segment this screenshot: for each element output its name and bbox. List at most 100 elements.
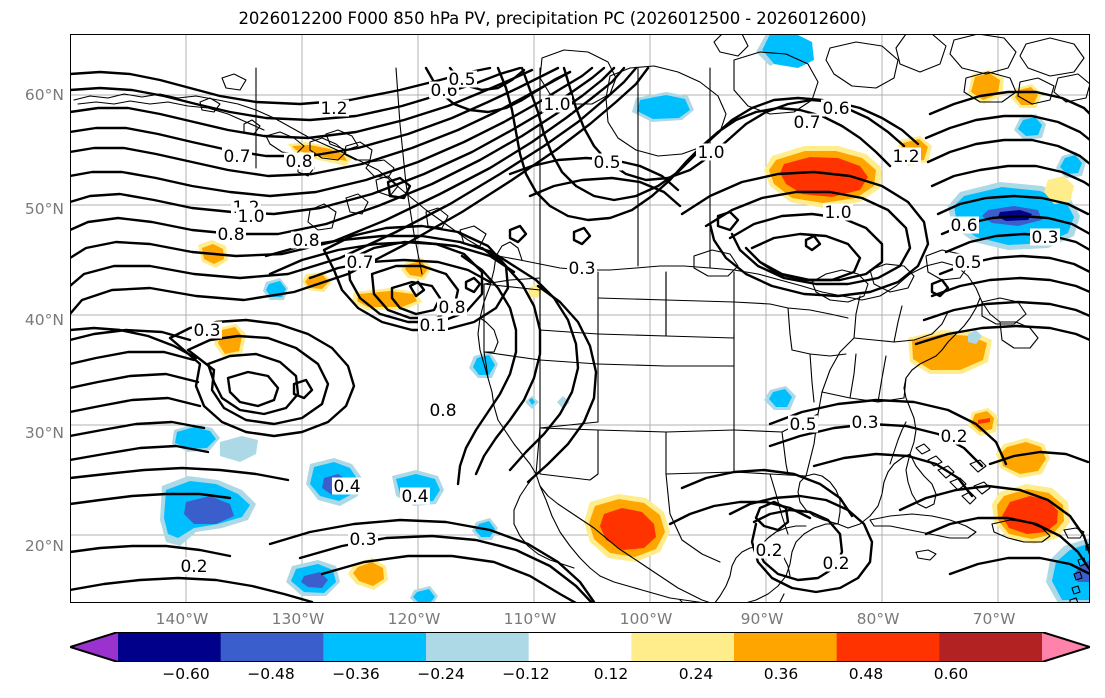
cbar-tick-minus024: −0.24: [417, 665, 465, 683]
contour-label-mask: [542, 95, 572, 113]
contour-label: 1.2: [320, 99, 347, 119]
contour-label: 0.8: [429, 401, 456, 421]
contour-label: 0.1: [419, 316, 446, 336]
contour-label: 0.7: [223, 147, 250, 167]
cbar-tick-minus036: −0.36: [332, 665, 380, 683]
contour-label: 0.4: [401, 487, 428, 507]
contour-label: 0.5: [448, 70, 475, 90]
x-tick-label-110w: 110°W: [503, 610, 557, 628]
contour-label: 0.5: [789, 415, 816, 435]
colorbar-extend-min: [70, 632, 118, 662]
contour-label: 0.2: [940, 427, 967, 447]
contour-label-mask: [216, 225, 246, 243]
contour-label-mask: [949, 216, 979, 234]
contour-label: 1.0: [543, 95, 570, 115]
contour-label-mask: [567, 259, 597, 277]
contour-label: 0.3: [193, 321, 220, 341]
contour-label-mask: [400, 487, 430, 505]
contour-label: 0.3: [349, 530, 376, 550]
contour-label: 0.7: [346, 253, 373, 273]
contour-label: 0.8: [285, 152, 312, 172]
contour-label-mask: [953, 253, 983, 271]
page-title: 2026012200 F000 850 hPa PV, precipitatio…: [238, 9, 867, 28]
contour-label: 0.3: [851, 413, 878, 433]
contour-label: 0.7: [793, 113, 820, 133]
contour-label: 0.2: [755, 541, 782, 561]
cbar-tick-048: 0.48: [848, 665, 884, 683]
contour-label-mask: [345, 253, 375, 271]
contour-label: 1.0: [824, 203, 851, 223]
contour-label: 1.0: [237, 207, 264, 227]
colorbar-band: [631, 632, 735, 662]
y-tick-label-30n: 30°N: [24, 424, 64, 442]
x-tick-label-140w: 140°W: [155, 610, 209, 628]
x-tick-label-130w: 130°W: [271, 610, 325, 628]
x-tick-label-120w: 120°W: [387, 610, 441, 628]
contour-label-mask: [696, 143, 726, 161]
map-plot-area: 1.20.60.51.00.70.80.51.00.60.71.21.01.21…: [70, 34, 1090, 603]
contour-label: 0.5: [593, 153, 620, 173]
colorbar[interactable]: [69, 631, 1091, 663]
colorbar-band: [528, 632, 632, 662]
y-tick-label-60n: 60°N: [24, 86, 64, 104]
contour-label: 0.3: [568, 259, 595, 279]
contour-label: 0.6: [822, 99, 849, 119]
contour-label-mask: [418, 316, 448, 334]
contour-label-mask: [236, 207, 266, 225]
contour-label: 0.5: [954, 253, 981, 273]
contour-label-mask: [891, 147, 921, 165]
colorbar-band: [118, 632, 222, 662]
colorbar-band: [426, 632, 530, 662]
contour-label: 0.4: [333, 477, 360, 497]
cbar-tick-036: 0.36: [763, 665, 799, 683]
x-tick-label-100w: 100°W: [619, 610, 673, 628]
cbar-tick-012: 0.12: [593, 665, 629, 683]
y-tick-label-50n: 50°N: [24, 200, 64, 218]
colorbar-band: [323, 632, 427, 662]
contour-label-mask: [823, 203, 853, 221]
contour-label: 1.2: [892, 147, 919, 167]
contour-label: 0.2: [822, 554, 849, 574]
contour-label: 0.6: [950, 216, 977, 236]
x-tick-label-70w: 70°W: [972, 610, 1016, 628]
contour-label: 0.8: [292, 231, 319, 251]
colorbar-band: [836, 632, 940, 662]
cbar-tick-060: 0.60: [933, 665, 969, 683]
contour-label: 0.3: [1031, 228, 1058, 248]
contour-label-mask: [332, 477, 362, 495]
cbar-tick-minus012: −0.12: [502, 665, 550, 683]
cbar-tick-024: 0.24: [678, 665, 714, 683]
contour-label-mask: [821, 99, 851, 117]
contour-label-mask: [592, 153, 622, 171]
contour-label-mask: [222, 147, 252, 165]
contour-label: 0.8: [438, 298, 465, 318]
colorbar-cells[interactable]: [70, 632, 1090, 662]
x-tick-label-80w: 80°W: [856, 610, 900, 628]
contour-label-mask: [428, 401, 458, 419]
y-tick-label-40n: 40°N: [24, 311, 64, 329]
contour-label-mask: [754, 541, 784, 559]
contour-label-mask: [319, 99, 349, 117]
contour-label-mask: [291, 231, 321, 249]
contour-label-layer: 1.20.60.51.00.70.80.51.00.60.71.21.01.21…: [179, 70, 1060, 577]
cbar-tick-minus060: −0.60: [162, 665, 210, 683]
colorbar-band: [220, 632, 324, 662]
contour-label-mask: [192, 321, 222, 339]
contour-label-mask: [1030, 228, 1060, 246]
cbar-tick-minus048: −0.48: [247, 665, 295, 683]
contour-label-mask: [348, 530, 378, 548]
contour-label-mask: [850, 413, 880, 431]
x-tick-label-90w: 90°W: [740, 610, 784, 628]
y-tick-label-20n: 20°N: [24, 537, 64, 555]
contour-label-mask: [792, 113, 822, 131]
colorbar-band: [734, 632, 838, 662]
contour-label: 0.2: [180, 557, 207, 577]
contour-label-mask: [284, 152, 314, 170]
contour-label-mask: [939, 427, 969, 445]
contour-label-mask: [437, 298, 467, 316]
contour-label-mask: [179, 557, 209, 575]
contour-label-mask: [788, 415, 818, 433]
colorbar-extend-max: [1042, 632, 1090, 662]
colorbar-band: [939, 632, 1043, 662]
